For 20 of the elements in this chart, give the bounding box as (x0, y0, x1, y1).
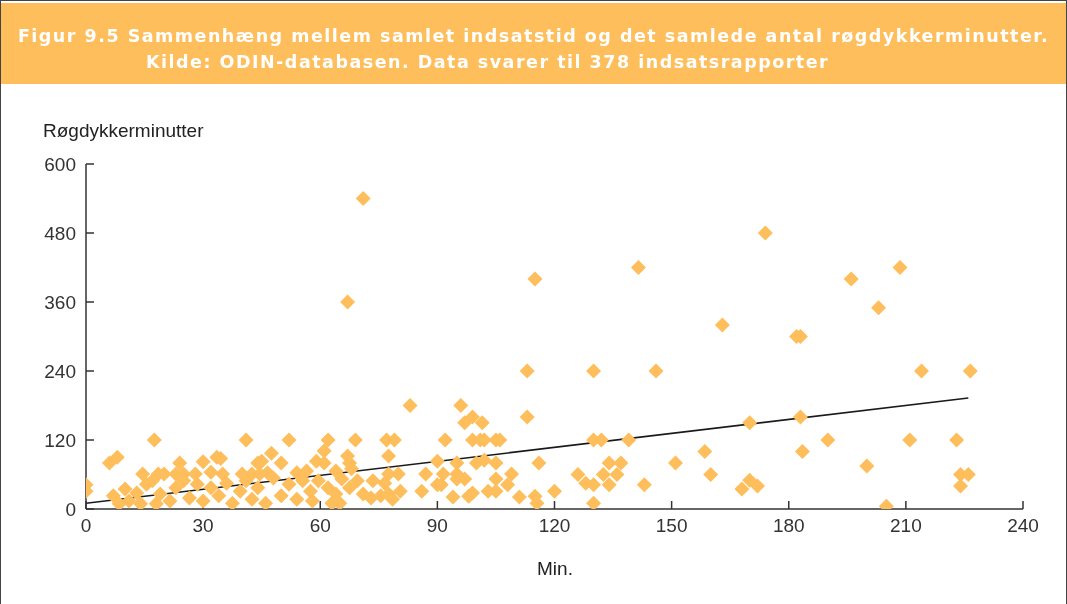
chart-title: Figur 9.5 Sammenhæng mellem samlet indsatstid og det samlede antal røgdykkerminutter. (16, 26, 1051, 46)
x-tick-label: 90 (426, 515, 448, 537)
y-axis-title: Røgdykkerminutter (43, 120, 204, 142)
x-tick-label: 210 (890, 515, 922, 537)
x-tick-label: 240 (1007, 515, 1039, 537)
x-tick-label: 30 (192, 515, 214, 537)
chart-subtitle: Kilde: ODIN-databasen. Data svarer til 378 indsatsrapporter (146, 52, 830, 72)
x-tick-label: 180 (772, 515, 805, 537)
y-tick-label: 600 (44, 153, 76, 175)
y-tick-label: 0 (65, 498, 76, 520)
y-tick-label: 480 (44, 222, 76, 244)
x-tick-label: 120 (538, 515, 571, 537)
y-tick-label: 120 (44, 429, 76, 451)
x-tick-label: 0 (80, 515, 92, 537)
y-tick-label: 240 (44, 360, 76, 382)
x-tick-label: 60 (309, 515, 331, 537)
x-axis-title: Min. (536, 558, 574, 580)
header-banner: Figur 9.5 Sammenhæng mellem samlet indsatstid og det samlede antal røgdykkerminutter. Kilde: ODIN-databasen. Data svarer til 378 indsatsrapporter (1, 3, 1066, 84)
y-tick-label: 360 (44, 291, 76, 313)
x-tick-label: 150 (655, 515, 688, 537)
